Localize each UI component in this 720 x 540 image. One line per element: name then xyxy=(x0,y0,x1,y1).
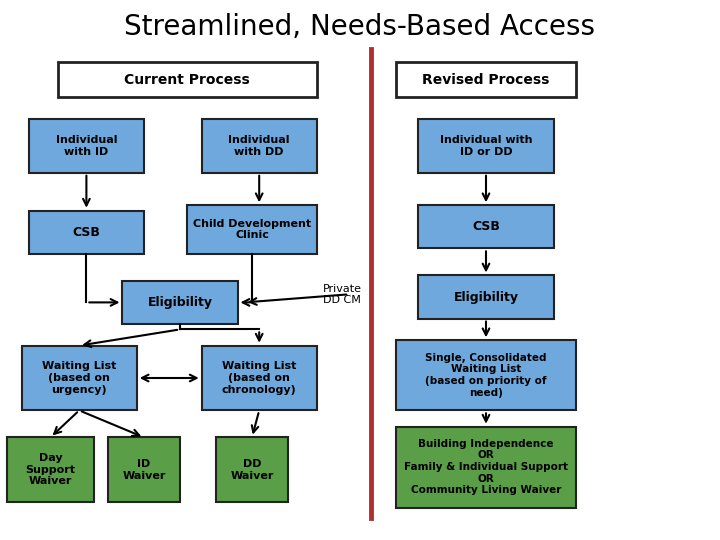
FancyBboxPatch shape xyxy=(396,62,576,97)
FancyBboxPatch shape xyxy=(122,281,238,324)
Text: Individual
with ID: Individual with ID xyxy=(55,135,117,157)
FancyBboxPatch shape xyxy=(22,346,137,410)
Text: Day
Support
Waiver: Day Support Waiver xyxy=(25,453,76,487)
Text: Revised Process: Revised Process xyxy=(423,73,549,86)
Text: Building Independence
OR
Family & Individual Support
OR
Community Living Waiver: Building Independence OR Family & Indivi… xyxy=(404,439,568,495)
Text: Eligibility: Eligibility xyxy=(148,296,212,309)
Text: Waiting List
(based on
chronology): Waiting List (based on chronology) xyxy=(222,361,297,395)
Text: Private
DD CM: Private DD CM xyxy=(323,284,361,305)
Text: Current Process: Current Process xyxy=(125,73,250,86)
Text: Individual with
ID or DD: Individual with ID or DD xyxy=(440,135,532,157)
Text: Waiting List
(based on
urgency): Waiting List (based on urgency) xyxy=(42,361,117,395)
FancyBboxPatch shape xyxy=(202,119,317,173)
FancyBboxPatch shape xyxy=(29,119,144,173)
Text: Child Development
Clinic: Child Development Clinic xyxy=(193,219,311,240)
FancyBboxPatch shape xyxy=(29,211,144,254)
FancyBboxPatch shape xyxy=(216,437,288,502)
Text: CSB: CSB xyxy=(73,226,100,239)
FancyBboxPatch shape xyxy=(418,205,554,248)
Text: ID
Waiver: ID Waiver xyxy=(122,459,166,481)
Text: DD
Waiver: DD Waiver xyxy=(230,459,274,481)
Text: Individual
with DD: Individual with DD xyxy=(228,135,290,157)
FancyBboxPatch shape xyxy=(418,119,554,173)
FancyBboxPatch shape xyxy=(396,340,576,410)
Text: Streamlined, Needs-Based Access: Streamlined, Needs-Based Access xyxy=(125,14,595,42)
FancyBboxPatch shape xyxy=(108,437,180,502)
FancyBboxPatch shape xyxy=(418,275,554,319)
FancyBboxPatch shape xyxy=(187,205,317,254)
FancyBboxPatch shape xyxy=(202,346,317,410)
Text: Single, Consolidated
Waiting List
(based on priority of
need): Single, Consolidated Waiting List (based… xyxy=(426,353,546,397)
FancyBboxPatch shape xyxy=(396,427,576,508)
Text: CSB: CSB xyxy=(472,220,500,233)
FancyBboxPatch shape xyxy=(58,62,317,97)
Text: Eligibility: Eligibility xyxy=(454,291,518,303)
FancyBboxPatch shape xyxy=(7,437,94,502)
